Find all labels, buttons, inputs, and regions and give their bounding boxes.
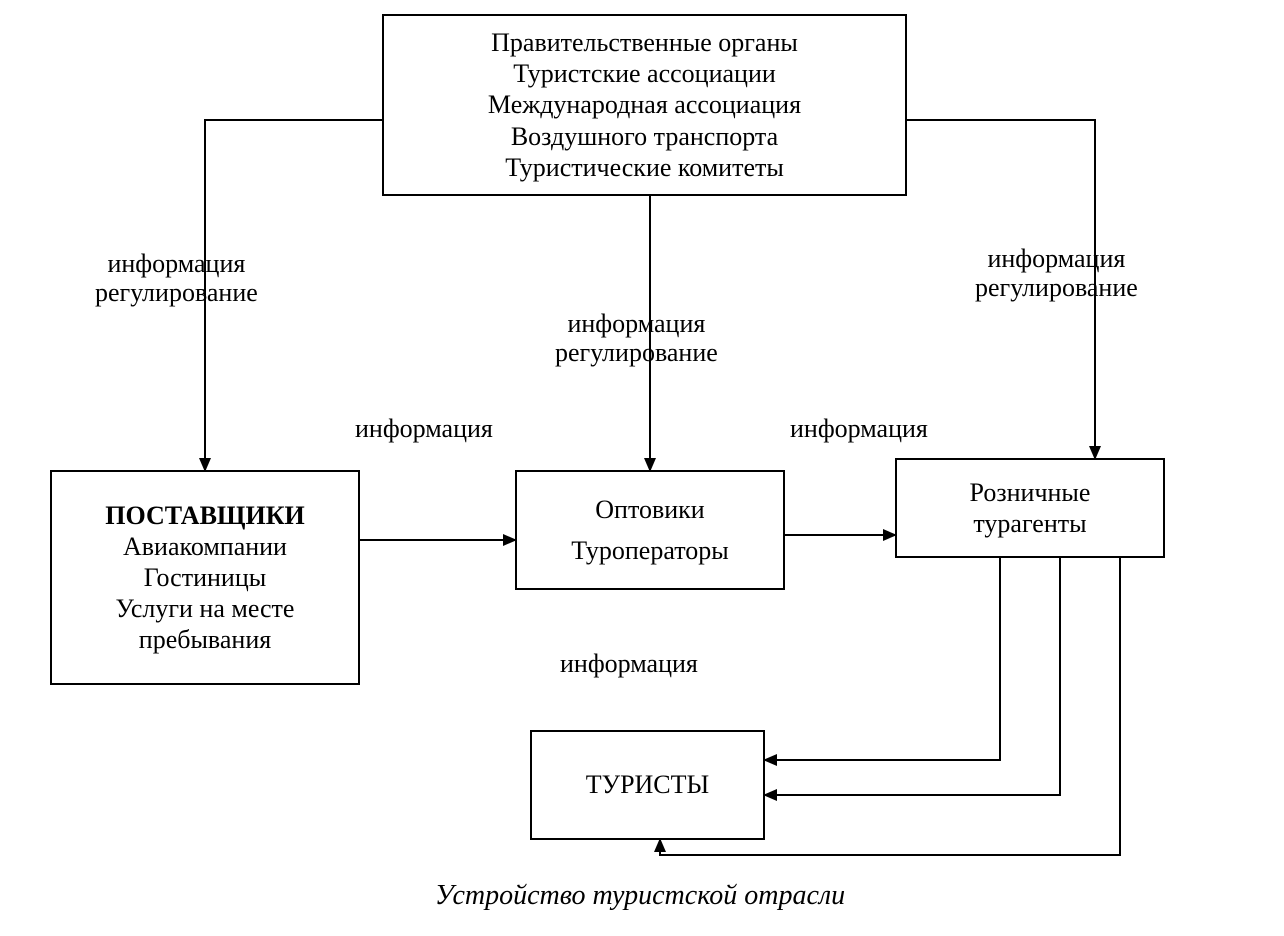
edge-label-info-right: информация bbox=[790, 415, 928, 444]
node-text-line: пребывания bbox=[139, 624, 271, 655]
node-retail-agents: Розничныетурагенты bbox=[895, 458, 1165, 558]
node-text-line: Международная ассоциация bbox=[488, 89, 801, 120]
node-text-line: Туристские ассоциации bbox=[513, 58, 776, 89]
node-text-line: турагенты bbox=[973, 508, 1086, 539]
figure-caption: Устройство туристской отрасли bbox=[300, 880, 980, 912]
edge-label-info-left: информация bbox=[355, 415, 493, 444]
node-text-line: Гостиницы bbox=[144, 562, 266, 593]
node-title: ПОСТАВЩИКИ bbox=[105, 500, 305, 531]
node-wholesalers: Оптовики Туроператоры bbox=[515, 470, 785, 590]
node-text-line: Авиакомпании bbox=[123, 531, 287, 562]
diagram-stage: Правительственные органыТуристские ассоц… bbox=[0, 0, 1284, 936]
node-suppliers: ПОСТАВЩИКИАвиакомпанииГостиницыУслуги на… bbox=[50, 470, 360, 685]
node-text-line: Воздушного транспорта bbox=[511, 121, 778, 152]
node-text-line: ТУРИСТЫ bbox=[586, 769, 709, 800]
node-text-line: Правительственные органы bbox=[491, 27, 798, 58]
node-text-line: Туроператоры bbox=[571, 535, 728, 566]
node-tourists: ТУРИСТЫ bbox=[530, 730, 765, 840]
edge-retail-to-tourists-2 bbox=[765, 558, 1060, 795]
node-text-line: Туристические комитеты bbox=[505, 152, 784, 183]
edge-label-right: информация регулирование bbox=[975, 245, 1138, 302]
edge-label-mid: информация регулирование bbox=[555, 310, 718, 367]
edge-label-left: информация регулирование bbox=[95, 250, 258, 307]
node-text-line: Оптовики bbox=[595, 494, 704, 525]
node-government: Правительственные органыТуристские ассоц… bbox=[382, 14, 907, 196]
node-text-line: Услуги на месте bbox=[116, 593, 295, 624]
node-text-line: Розничные bbox=[970, 477, 1091, 508]
edge-label-info-down: информация bbox=[560, 650, 698, 679]
edge-retail-to-tourists-1 bbox=[765, 558, 1000, 760]
